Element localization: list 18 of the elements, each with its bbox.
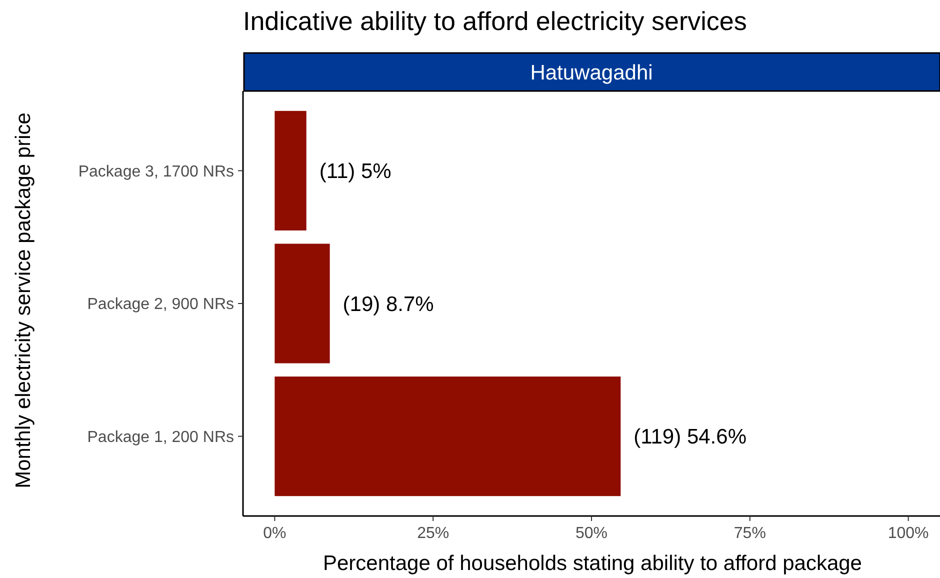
bar [274, 244, 330, 364]
data-label: (19) 8.7% [342, 292, 434, 316]
y-tick-label: Package 3, 1700 NRs [78, 163, 234, 180]
x-tick-label: 25% [417, 525, 450, 542]
y-tick-label: Package 2, 900 NRs [87, 296, 234, 314]
y-tick-label: Package 1, 200 NRs [87, 428, 234, 446]
x-tick-label: 75% [734, 525, 766, 542]
x-tick-label: 50% [575, 525, 608, 542]
x-tick-label: 0% [263, 525, 286, 542]
data-label: (119) 54.6% [634, 426, 747, 449]
chart-subtitle: Hatuwagadhi [530, 61, 653, 84]
x-tick-label: 100% [888, 525, 929, 542]
bar [274, 376, 621, 496]
x-axis-title: Percentage of households stating ability to afford package [323, 552, 862, 575]
data-label: (11) 5% [319, 160, 392, 184]
bar [274, 110, 306, 230]
y-axis-title: Monthly electricity service package price [12, 112, 35, 488]
chart-title: Indicative ability to afford electricity services [243, 6, 747, 36]
